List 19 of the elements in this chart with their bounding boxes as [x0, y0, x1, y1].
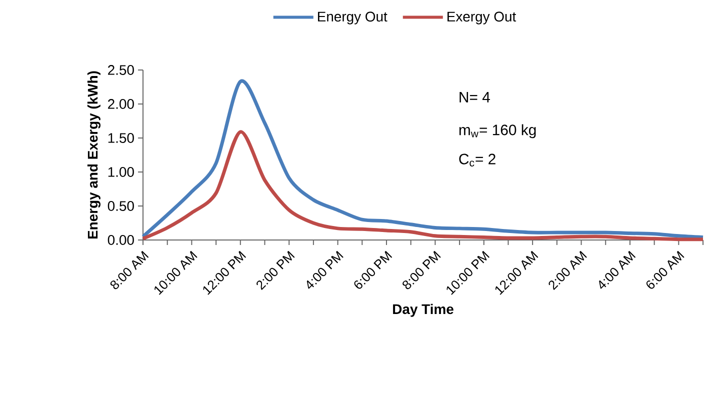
x-tick-label: 6:00 PM	[354, 250, 392, 289]
y-tick-label: 0.50	[108, 201, 134, 211]
x-tick-label: 4:00 AM	[599, 250, 636, 289]
annotation: m$_{w}$= 160 kg	[459, 124, 536, 138]
legend-label: Exergy Out	[448, 12, 516, 24]
y-tick-label: 0.00	[108, 235, 134, 245]
x-tick-label: 8:00 PM	[402, 250, 441, 290]
x-tick-label: 8:00 AM	[110, 250, 149, 290]
y-tick-label: 2.00	[108, 99, 134, 109]
x-axis-title: Day Time	[393, 304, 454, 317]
y-tick-label: 1.00	[108, 167, 134, 177]
annotation: N= 4	[460, 92, 490, 102]
x-tick-label: 4:00 PM	[306, 250, 344, 289]
annotation: C$_{c}$= 2	[459, 154, 496, 166]
legend-label: Energy Out	[318, 12, 388, 24]
x-tick-label: 6:00 AM	[646, 250, 684, 289]
y-axis-title: Energy and Exergy (kWh)	[87, 71, 100, 239]
y-tick-label: 2.50	[108, 65, 134, 75]
y-tick-label: 1.50	[108, 133, 134, 143]
